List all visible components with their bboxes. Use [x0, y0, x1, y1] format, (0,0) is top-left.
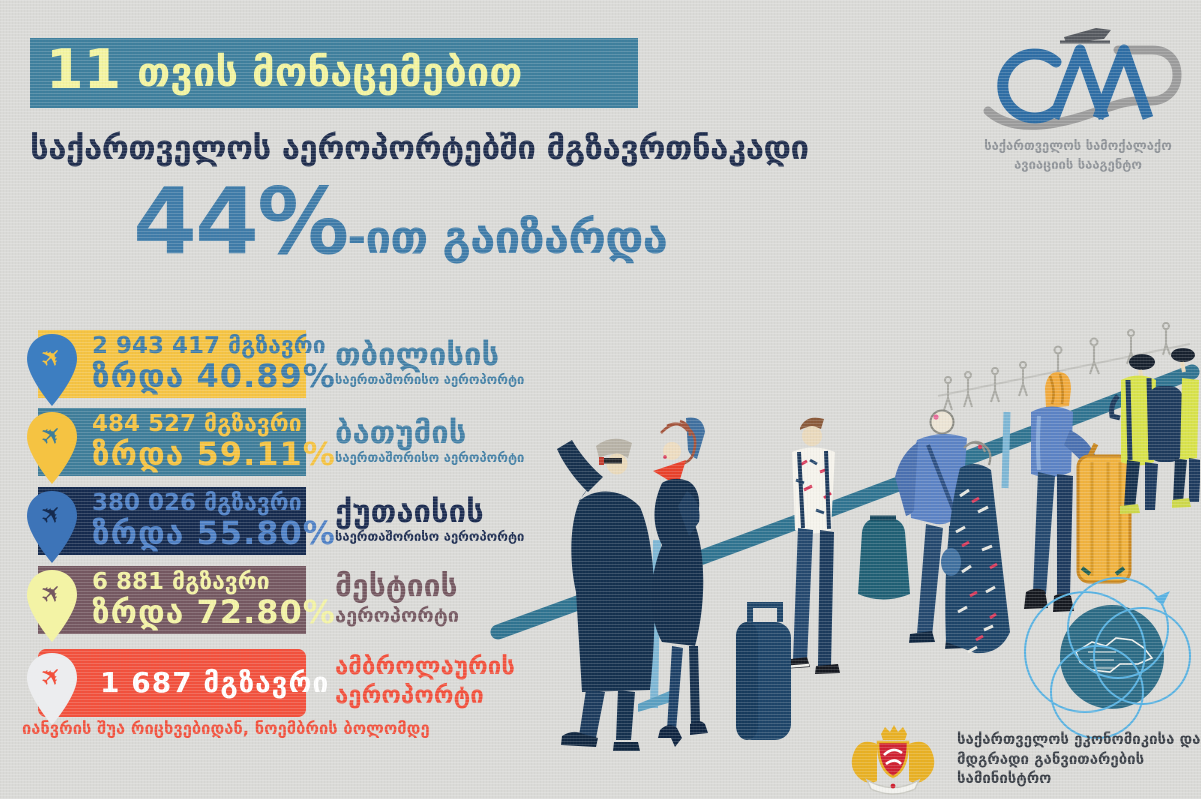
- sketch-crowd: [937, 322, 1191, 411]
- banner-number: 11: [46, 38, 122, 101]
- airport-subtitle: აეროპორტი: [335, 681, 484, 710]
- stat-row-ambrolauri: ✈ 1 687 მგზავრი ამბროლაურის აეროპორტი: [20, 649, 620, 725]
- stat-row-mestia: ✈ 6 881 მგზავრი ზრდა 72.80% მესტიის აერო…: [20, 566, 620, 642]
- airport-subtitle: აეროპორტი: [335, 603, 460, 628]
- airport-subtitle: საერთაშორისო აეროპორტი: [335, 450, 525, 466]
- airport-name: ქუთაისის: [335, 493, 484, 530]
- footnote: იანვრის შუა რიცხვებიდან, ნოემბრის ბოლომდ…: [22, 719, 430, 738]
- location-pin-icon: ✈: [22, 651, 82, 727]
- travellers-hivis-pair: [1109, 348, 1200, 514]
- passenger-count: 6 881 მგზავრი: [92, 569, 270, 596]
- headline-percent: 44%: [133, 168, 349, 275]
- globe-flight-routes: [1024, 577, 1191, 739]
- headline-suffix: -ით გაიზარდა: [347, 210, 668, 264]
- airport-label: ქუთაისის საერთაშორისო აეროპორტი: [335, 487, 524, 555]
- location-pin-icon: ✈: [22, 489, 82, 565]
- agency-caption-line2: ავიაციის სააგენტო: [1014, 157, 1142, 173]
- location-pin-icon: ✈: [22, 568, 82, 644]
- growth-rate: ზრდა 55.80%: [92, 514, 336, 553]
- stat-row-batumi: ✈ 484 527 მგზავრი ზრდა 59.11% ბათუმის სა…: [20, 408, 620, 484]
- stat-bar: 6 881 მგზავრი ზრდა 72.80%: [38, 566, 336, 634]
- passenger-count: 380 026 მგზავრი: [92, 490, 302, 517]
- passenger-count: 1 687 მგზავრი: [100, 665, 330, 699]
- passenger-count: 484 527 მგზავრი: [92, 411, 302, 438]
- airport-subtitle: საერთაშორისო აეროპორტი: [335, 529, 525, 545]
- travellers-illustration: [490, 322, 1200, 751]
- growth-rate: ზრდა 40.89%: [92, 357, 336, 396]
- traveller-suit-man: [557, 438, 655, 751]
- stat-bar: 380 026 მგზავრი ზრდა 55.80%: [38, 487, 336, 555]
- growth-rate: ზრდა 72.80%: [92, 593, 336, 632]
- location-pin-icon: ✈: [22, 410, 82, 486]
- airport-name: ამბროლაურის: [335, 652, 515, 681]
- subtitle: საქართველოს აეროპორტებში მგზავრთნაკადი: [30, 128, 809, 167]
- location-pin-icon: ✈: [22, 332, 82, 408]
- title-banner: 11 თვის მონაცემებით: [30, 38, 638, 108]
- traveller-scarf-woman: [651, 417, 708, 747]
- traveller-patterned-dress: [941, 440, 1010, 654]
- stat-bar: 484 527 მგზავრი ზრდა 59.11%: [38, 408, 336, 476]
- gcaa-logo-icon: [983, 28, 1182, 130]
- airport-subtitle: საერთაშორისო აეროპორტი: [335, 372, 525, 388]
- ministry-line1: საქართველოს ეკონომიკისა და: [957, 730, 1201, 748]
- stat-bar: 2 943 417 მგზავრი ზრდა 40.89%: [38, 330, 336, 398]
- civil-aviation-agency-logo: საქართველოს სამოქალაქო ავიაციის სააგენტო: [968, 20, 1188, 176]
- airport-name: მესტიის: [335, 568, 458, 604]
- rail-post: [1001, 411, 1011, 489]
- suitcase-navy: [736, 602, 791, 740]
- headline: 44%-ით გაიზარდა: [30, 176, 770, 268]
- ministry-block: საქართველოს ეკონომიკისა და მდგრადი განვი…: [843, 722, 1200, 796]
- airport-label: თბილისის საერთაშორისო აეროპორტი: [335, 330, 524, 398]
- banner-label: თვის მონაცემებით: [137, 50, 523, 96]
- stat-row-kutaisi: ✈ 380 026 მგზავრი ზრდა 55.80% ქუთაისის ს…: [20, 487, 620, 563]
- airport-label: ამბროლაურის აეროპორტი: [335, 649, 515, 717]
- ministry-line2: მდგრადი განვითარების: [957, 749, 1145, 768]
- stat-row-tbilisi: ✈ 2 943 417 მგზავრი ზრდა 40.89% თბილისის…: [20, 330, 620, 406]
- airport-name: ბათუმის: [335, 414, 467, 451]
- agency-caption-line1: საქართველოს სამოქალაქო: [984, 139, 1172, 154]
- stat-bar: 1 687 მგზავრი: [38, 649, 330, 717]
- airport-label: ბათუმის საერთაშორისო აეროპორტი: [335, 408, 524, 476]
- ministry-line3: სამინისტრო: [957, 769, 1052, 787]
- plane-silhouette-icon: [1064, 28, 1111, 43]
- growth-rate: ზრდა 59.11%: [92, 435, 336, 474]
- passenger-count: 2 943 417 მგზავრი: [92, 333, 326, 360]
- plane-arrow-icon: [1154, 591, 1170, 605]
- airport-label: მესტიის აეროპორტი: [335, 566, 459, 634]
- traveller-yellow-hat: [1024, 372, 1132, 612]
- georgia-coat-of-arms-icon: [851, 725, 935, 795]
- airport-name: თბილისის: [335, 336, 500, 373]
